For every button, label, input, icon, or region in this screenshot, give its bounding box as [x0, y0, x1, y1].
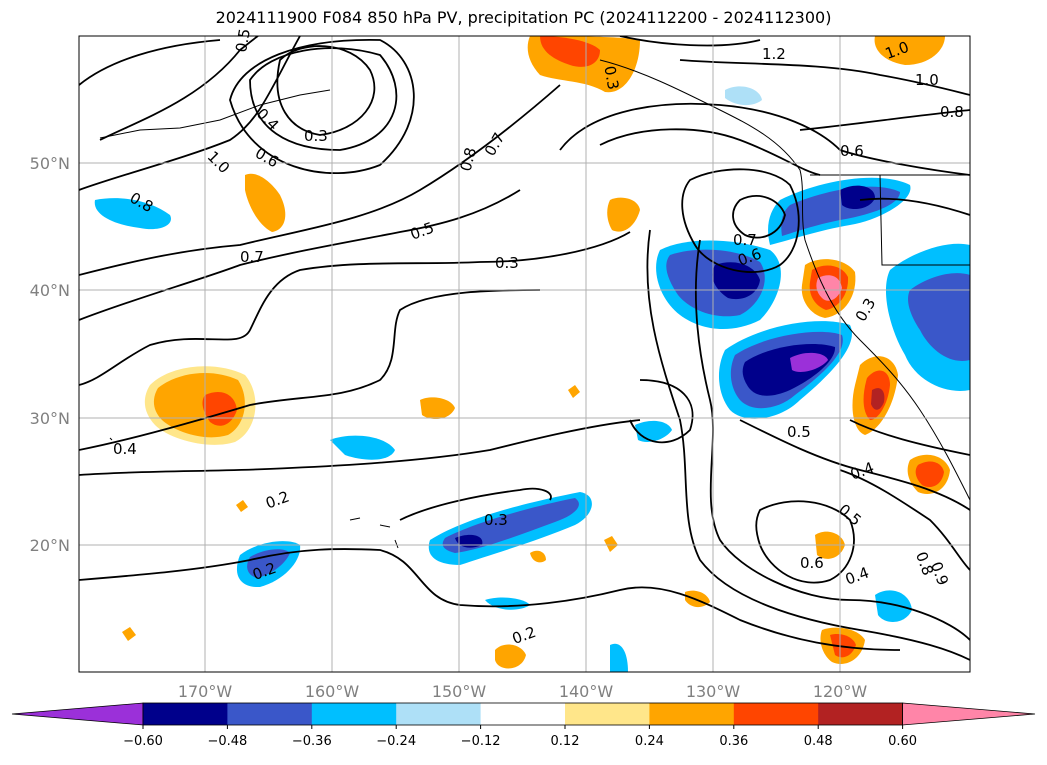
colorbar-tick-label: 0.12	[551, 734, 580, 749]
colorbar-swatch	[733, 703, 819, 725]
contour-label: 1.0	[915, 71, 939, 89]
contour-label: 0.8	[457, 146, 481, 174]
contour-label: 0.7	[240, 248, 264, 266]
plot-frame	[78, 35, 971, 673]
contour-label: 0.3	[304, 127, 328, 145]
colorbar-tick-label: −0.48	[207, 734, 247, 749]
contour-label: 1.2	[762, 45, 786, 63]
colorbar-swatch	[565, 703, 650, 725]
lat-tick-label: 50°N	[30, 154, 70, 173]
colorbar-tick-label: 0.24	[635, 734, 664, 749]
colorbar-swatch	[396, 703, 482, 725]
colorbar-swatch	[649, 703, 735, 725]
lon-axis: 170°W 160°W 150°W 140°W 130°W 120°W	[178, 682, 868, 701]
colorbar-extend-max	[902, 702, 1036, 726]
contour-label: 0.3	[495, 254, 519, 272]
lat-tick-label: 20°N	[30, 536, 70, 555]
lat-axis: 50°N 40°N 30°N 20°N	[30, 154, 70, 555]
contour-label: 0.3	[484, 511, 508, 529]
colorbar-swatch	[818, 703, 904, 725]
lat-tick-label: 30°N	[30, 409, 70, 428]
colorbar-swatch	[311, 703, 397, 725]
colorbar-tick-label: 0.60	[888, 734, 917, 749]
colorbar-tick-label: −0.24	[376, 734, 416, 749]
graticule	[79, 36, 970, 672]
colorbar-frame	[142, 702, 903, 726]
lon-tick-label: 150°W	[432, 682, 487, 701]
coastlines	[99, 59, 970, 549]
map-title: 2024111900 F084 850 hPa PV, precipitatio…	[215, 8, 832, 27]
colorbar-swatch	[480, 703, 566, 725]
lon-tick-label: 140°W	[559, 682, 614, 701]
colorbar-tick-label: −0.12	[461, 734, 501, 749]
lon-tick-label: 170°W	[178, 682, 233, 701]
colorbar-tick-label: −0.36	[292, 734, 332, 749]
contour-label: 0.8	[940, 103, 964, 121]
precip-shading	[94, 36, 970, 672]
contour-label: 0.3	[600, 64, 622, 91]
contour-label: 0.4	[113, 440, 137, 458]
lon-tick-label: 160°W	[305, 682, 360, 701]
colorbar-extend-min	[11, 702, 144, 726]
contour-label: 0.5	[787, 423, 811, 441]
colorbar-tick-label: 0.48	[804, 734, 833, 749]
colorbar: −0.60 −0.48 −0.36 −0.24 −0.12 0.12 0.24 0.36 0.4…	[11, 702, 1036, 749]
colorbar-swatch	[143, 703, 228, 725]
pv-contours	[79, 36, 970, 661]
contour-label: 0.6	[840, 142, 864, 160]
lon-tick-label: 120°W	[813, 682, 868, 701]
contour-label: 0.7	[733, 231, 757, 249]
lat-tick-label: 40°N	[30, 281, 70, 300]
contour-label: 0.5	[232, 27, 254, 54]
contour-label: 0.6	[800, 554, 824, 572]
colorbar-tick-label: −0.60	[123, 734, 163, 749]
colorbar-swatch	[227, 703, 313, 725]
lon-tick-label: 130°W	[686, 682, 741, 701]
colorbar-tick-label: 0.36	[719, 734, 748, 749]
